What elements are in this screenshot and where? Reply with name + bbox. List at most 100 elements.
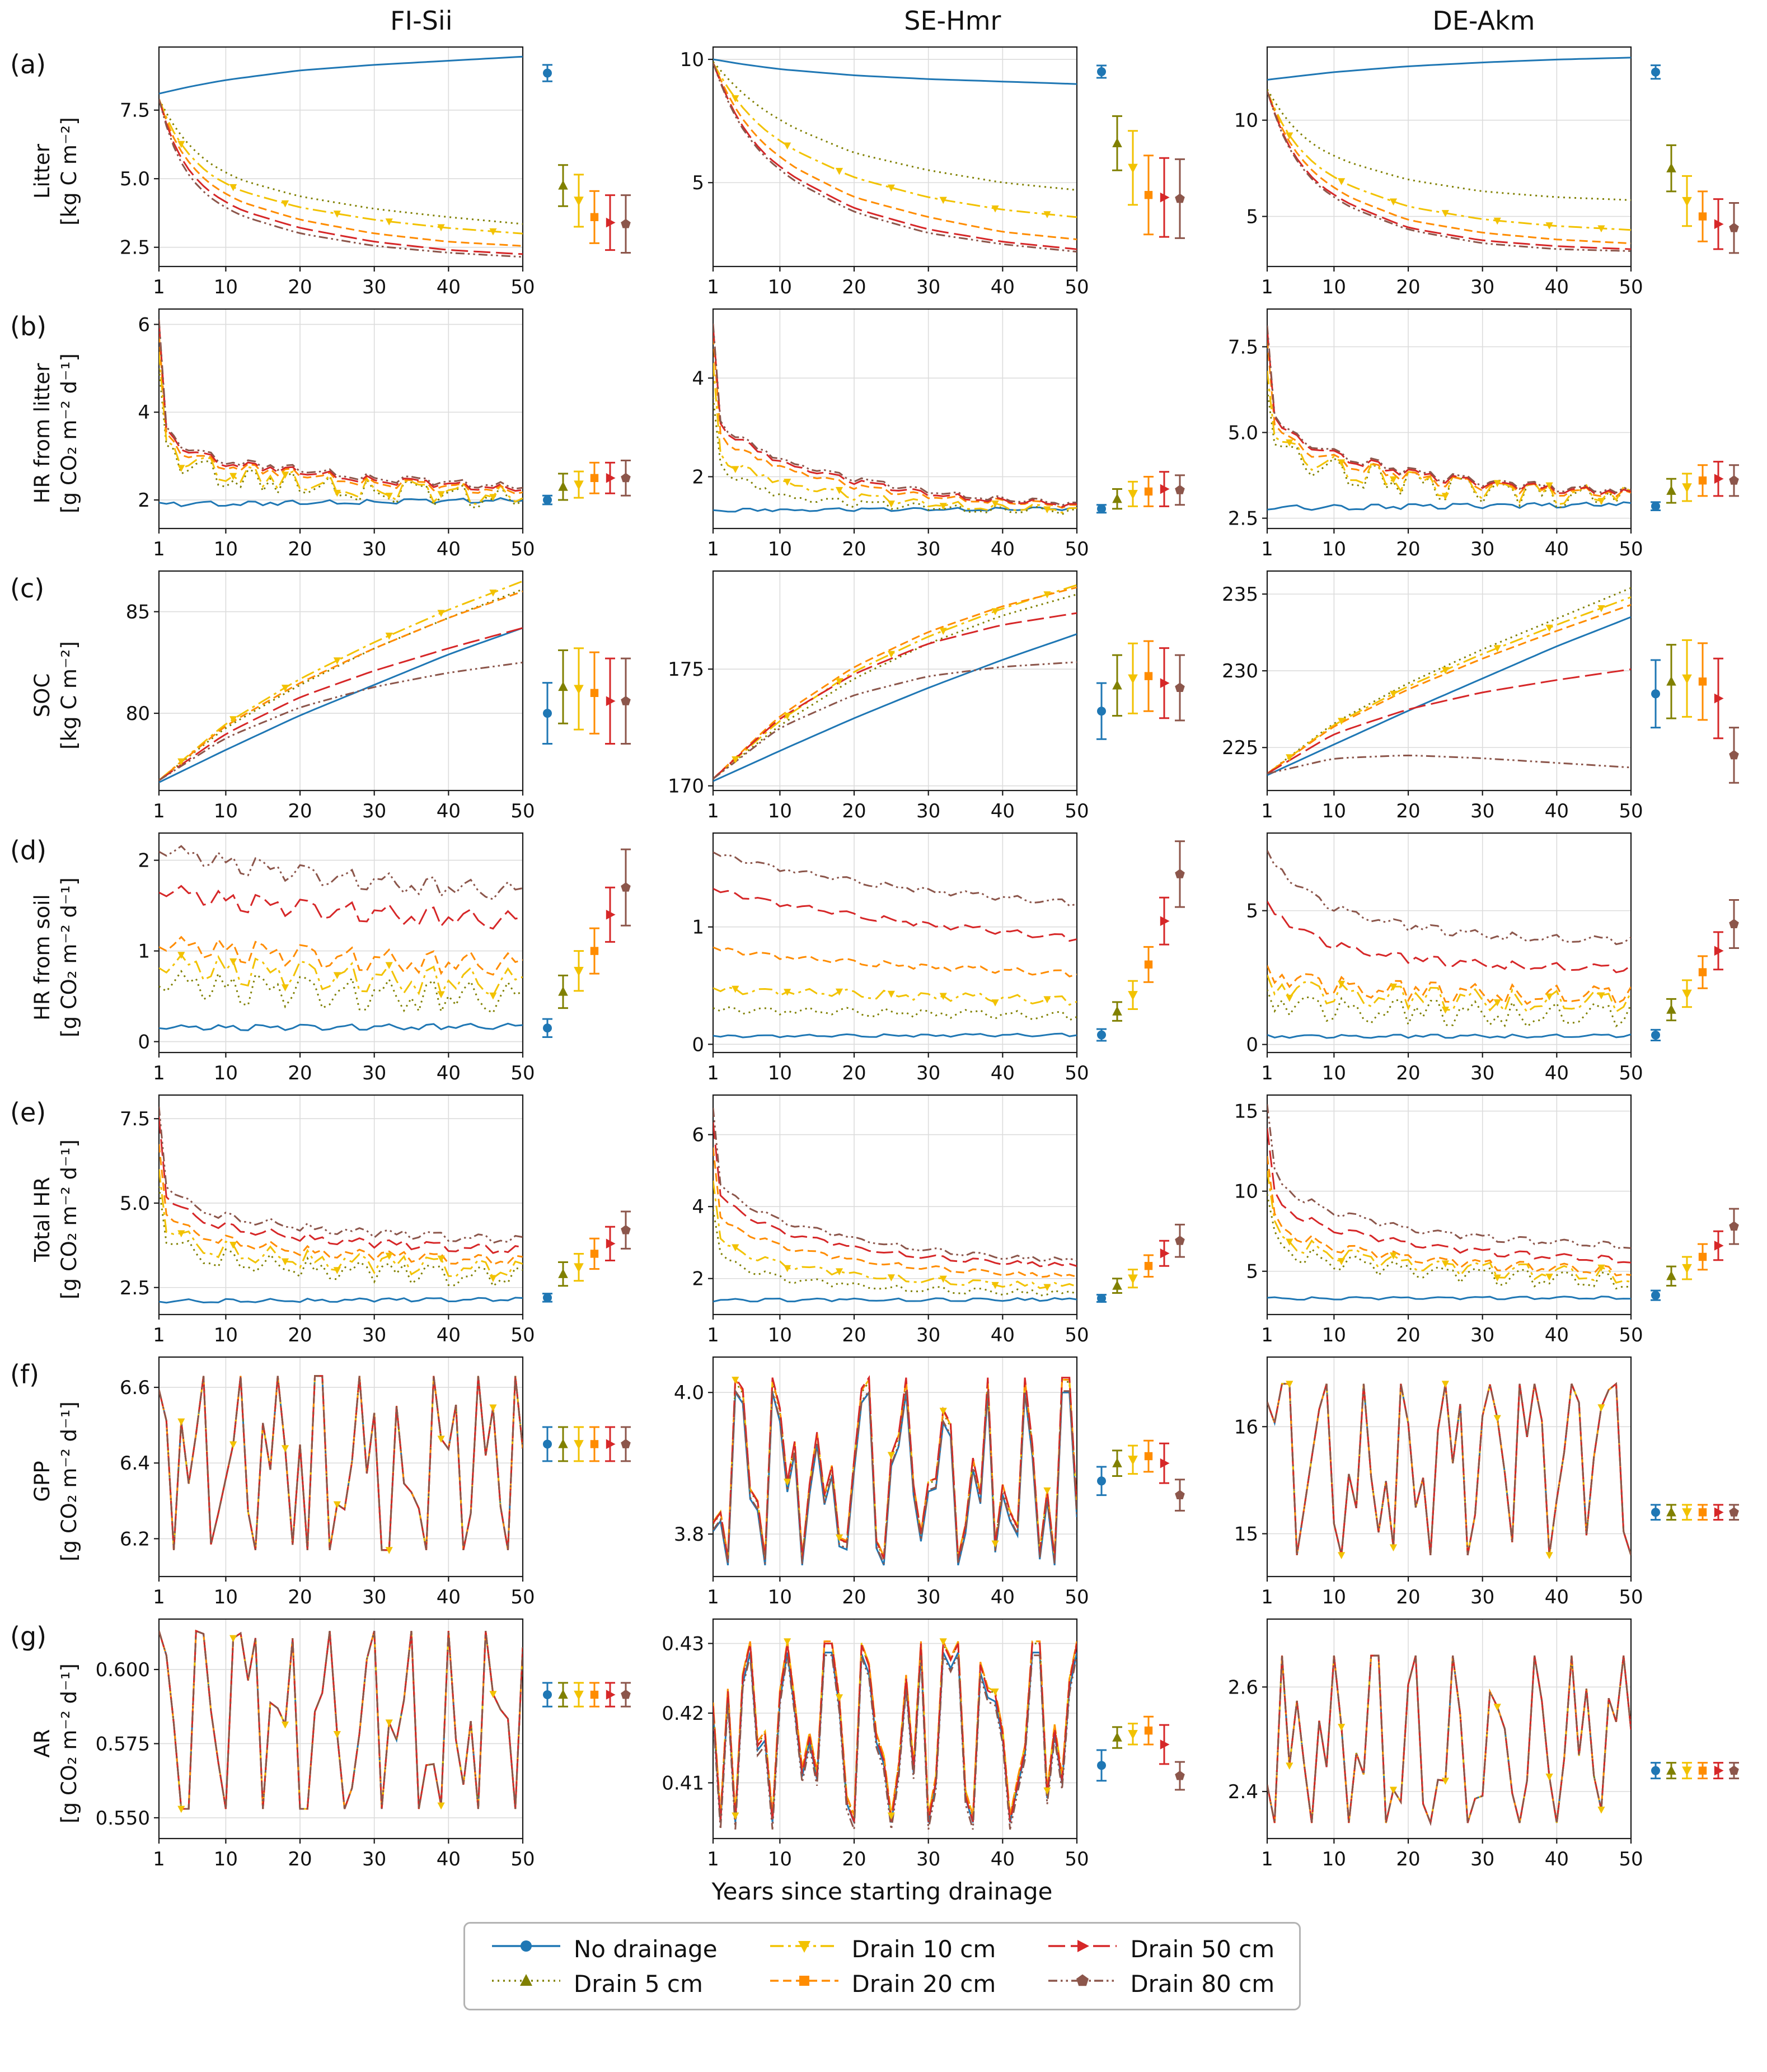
series-no-drainage [1267,1382,1631,1556]
x-tick-label: 40 [1545,538,1569,560]
x-tick-label: 10 [768,1848,792,1870]
panel-ar-se-hmr: 1 10 20 30 40 50 0.41 0.42 0.43 [647,1612,1201,1874]
x-tick-label: 1 [1261,800,1273,822]
series-lines [713,1638,1077,1830]
x-tick-label: 20 [1396,1324,1420,1346]
series-drain-80-cm [713,851,1077,907]
x-tick-label: 10 [1322,1062,1346,1084]
row-tag: (b) [10,311,47,342]
scenario-errorbars [1096,1715,1185,1791]
y-tick-label: 235 [1222,583,1258,606]
column-title-se-hmr: SE-Hmr [705,6,1236,40]
y-axis-name: HR from litter [30,363,54,504]
x-tick-label: 50 [1619,1062,1643,1084]
series-drain-20-cm [1267,1156,1631,1276]
series-lines [1267,1654,1631,1826]
series-drain-50-cm [713,326,1077,508]
panel-hr-litter-fi-sii: 1 10 20 30 40 50 2 4 6 [93,302,647,564]
y-tick-label: 2.6 [1228,1676,1258,1699]
y-tick-label: 6.6 [120,1377,150,1399]
series-drain-5-cm [713,593,1077,780]
series-drain-10-cm [713,363,1077,514]
series-no-drainage [1267,501,1631,511]
series-lines [1267,57,1631,252]
series-drain-20-cm [159,1144,523,1266]
scenario-errorbars [542,848,631,1038]
y-tick-label: 6 [692,1124,704,1147]
x-tick-label: 10 [1322,1848,1346,1870]
series-no-drainage [713,506,1077,513]
chart-e-de-akm: 1 10 20 30 40 50 5 10 15 [1234,1094,1739,1346]
series-drain-20-cm [713,1640,1077,1816]
panel-litter-de-akm: 1 10 20 30 40 50 5 10 [1201,40,1755,302]
row-tag: (f) [10,1359,40,1390]
scenario-errorbars [1651,639,1739,784]
y-tick-label: 10 [680,49,704,71]
x-tick-label: 50 [510,538,535,560]
series-no-drainage [159,55,523,95]
y-tick-label: 15 [1234,1523,1258,1546]
panel-soc-de-akm: 1 10 20 30 40 50 225 230 235 [1201,564,1755,826]
y-axis-label: Litter [kg C m⁻²] [29,117,83,226]
series-no-drainage [159,1297,523,1304]
x-tick-label: 30 [1470,1062,1494,1084]
y-axis-name: GPP [30,1461,54,1502]
y-axis-name: AR [30,1729,54,1758]
y-axis-units: [g CO₂ m⁻² d⁻¹] [57,353,81,513]
series-drain-50-cm [713,1643,1077,1822]
y-tick-label: 4.0 [674,1382,704,1404]
x-tick-label: 20 [842,800,866,822]
x-tick-label: 50 [1065,538,1089,560]
row-tag: (d) [10,835,47,866]
y-tick-label: 7.5 [1228,336,1258,358]
x-tick-label: 20 [288,538,312,560]
y-tick-label: 7.5 [120,100,150,122]
y-tick-label: 5 [1246,900,1258,923]
title-gutter [93,6,174,40]
y-tick-label: 175 [668,658,704,681]
x-tick-label: 50 [1065,1848,1089,1870]
x-tick-label: 50 [1065,1586,1089,1608]
y-tick-label: 2 [138,850,150,872]
y-tick-label: 170 [668,775,704,798]
panel-ar-fi-sii: 1 10 20 30 40 50 0.550 0.575 0.600 [93,1612,647,1874]
y-tick-label: 4 [692,367,704,390]
series-drain-80-cm [159,845,523,900]
y-tick-label: 2.5 [120,237,150,259]
legend-sample-line [1046,1933,1119,1965]
series-lines [713,58,1077,253]
series-no-drainage [713,1297,1077,1303]
series-drain-5-cm [1267,1382,1631,1556]
series-drain-5-cm [159,99,523,225]
series-drain-20-cm [713,62,1077,241]
legend-label: Drain 80 cm [1130,1970,1275,1998]
legend-item-no-drainage: No drainage [490,1933,718,1965]
x-tick-label: 40 [1545,276,1569,298]
legend-item-drain-10cm: Drain 10 cm [768,1933,996,1965]
series-drain-50-cm [159,885,523,930]
x-tick-label: 1 [707,1848,719,1870]
x-tick-label: 10 [214,800,238,822]
series-drain-50-cm [1267,901,1631,974]
panel-soc-fi-sii: 1 10 20 30 40 50 80 85 [93,564,647,826]
panel-hr-soil-fi-sii: 1 10 20 30 40 50 0 1 2 [93,826,647,1088]
legend-label: Drain 50 cm [1130,1935,1275,1963]
y-tick-label: 15 [1234,1101,1258,1123]
x-tick-label: 40 [991,538,1015,560]
series-drain-10-cm [1267,91,1631,231]
x-axis-label: Years since starting drainage [711,1878,1053,1905]
y-tick-label: 2.4 [1228,1781,1258,1803]
panel-hr-soil-de-akm: 1 10 20 30 40 50 0 5 [1201,826,1755,1088]
y-tick-label: 80 [126,703,150,725]
series-drain-20-cm [1267,340,1631,498]
x-tick-label: 20 [1396,538,1420,560]
series-drain-50-cm [1267,1382,1631,1556]
series-drain-20-cm [713,1147,1077,1278]
y-tick-label: 6.2 [120,1528,150,1550]
x-tick-label: 20 [842,1848,866,1870]
y-tick-label: 0.575 [96,1733,150,1755]
y-axis-name: Litter [30,144,54,199]
x-tick-label: 40 [991,800,1015,822]
scenario-errorbars [542,1426,631,1462]
y-tick-label: 2.5 [1228,508,1258,530]
